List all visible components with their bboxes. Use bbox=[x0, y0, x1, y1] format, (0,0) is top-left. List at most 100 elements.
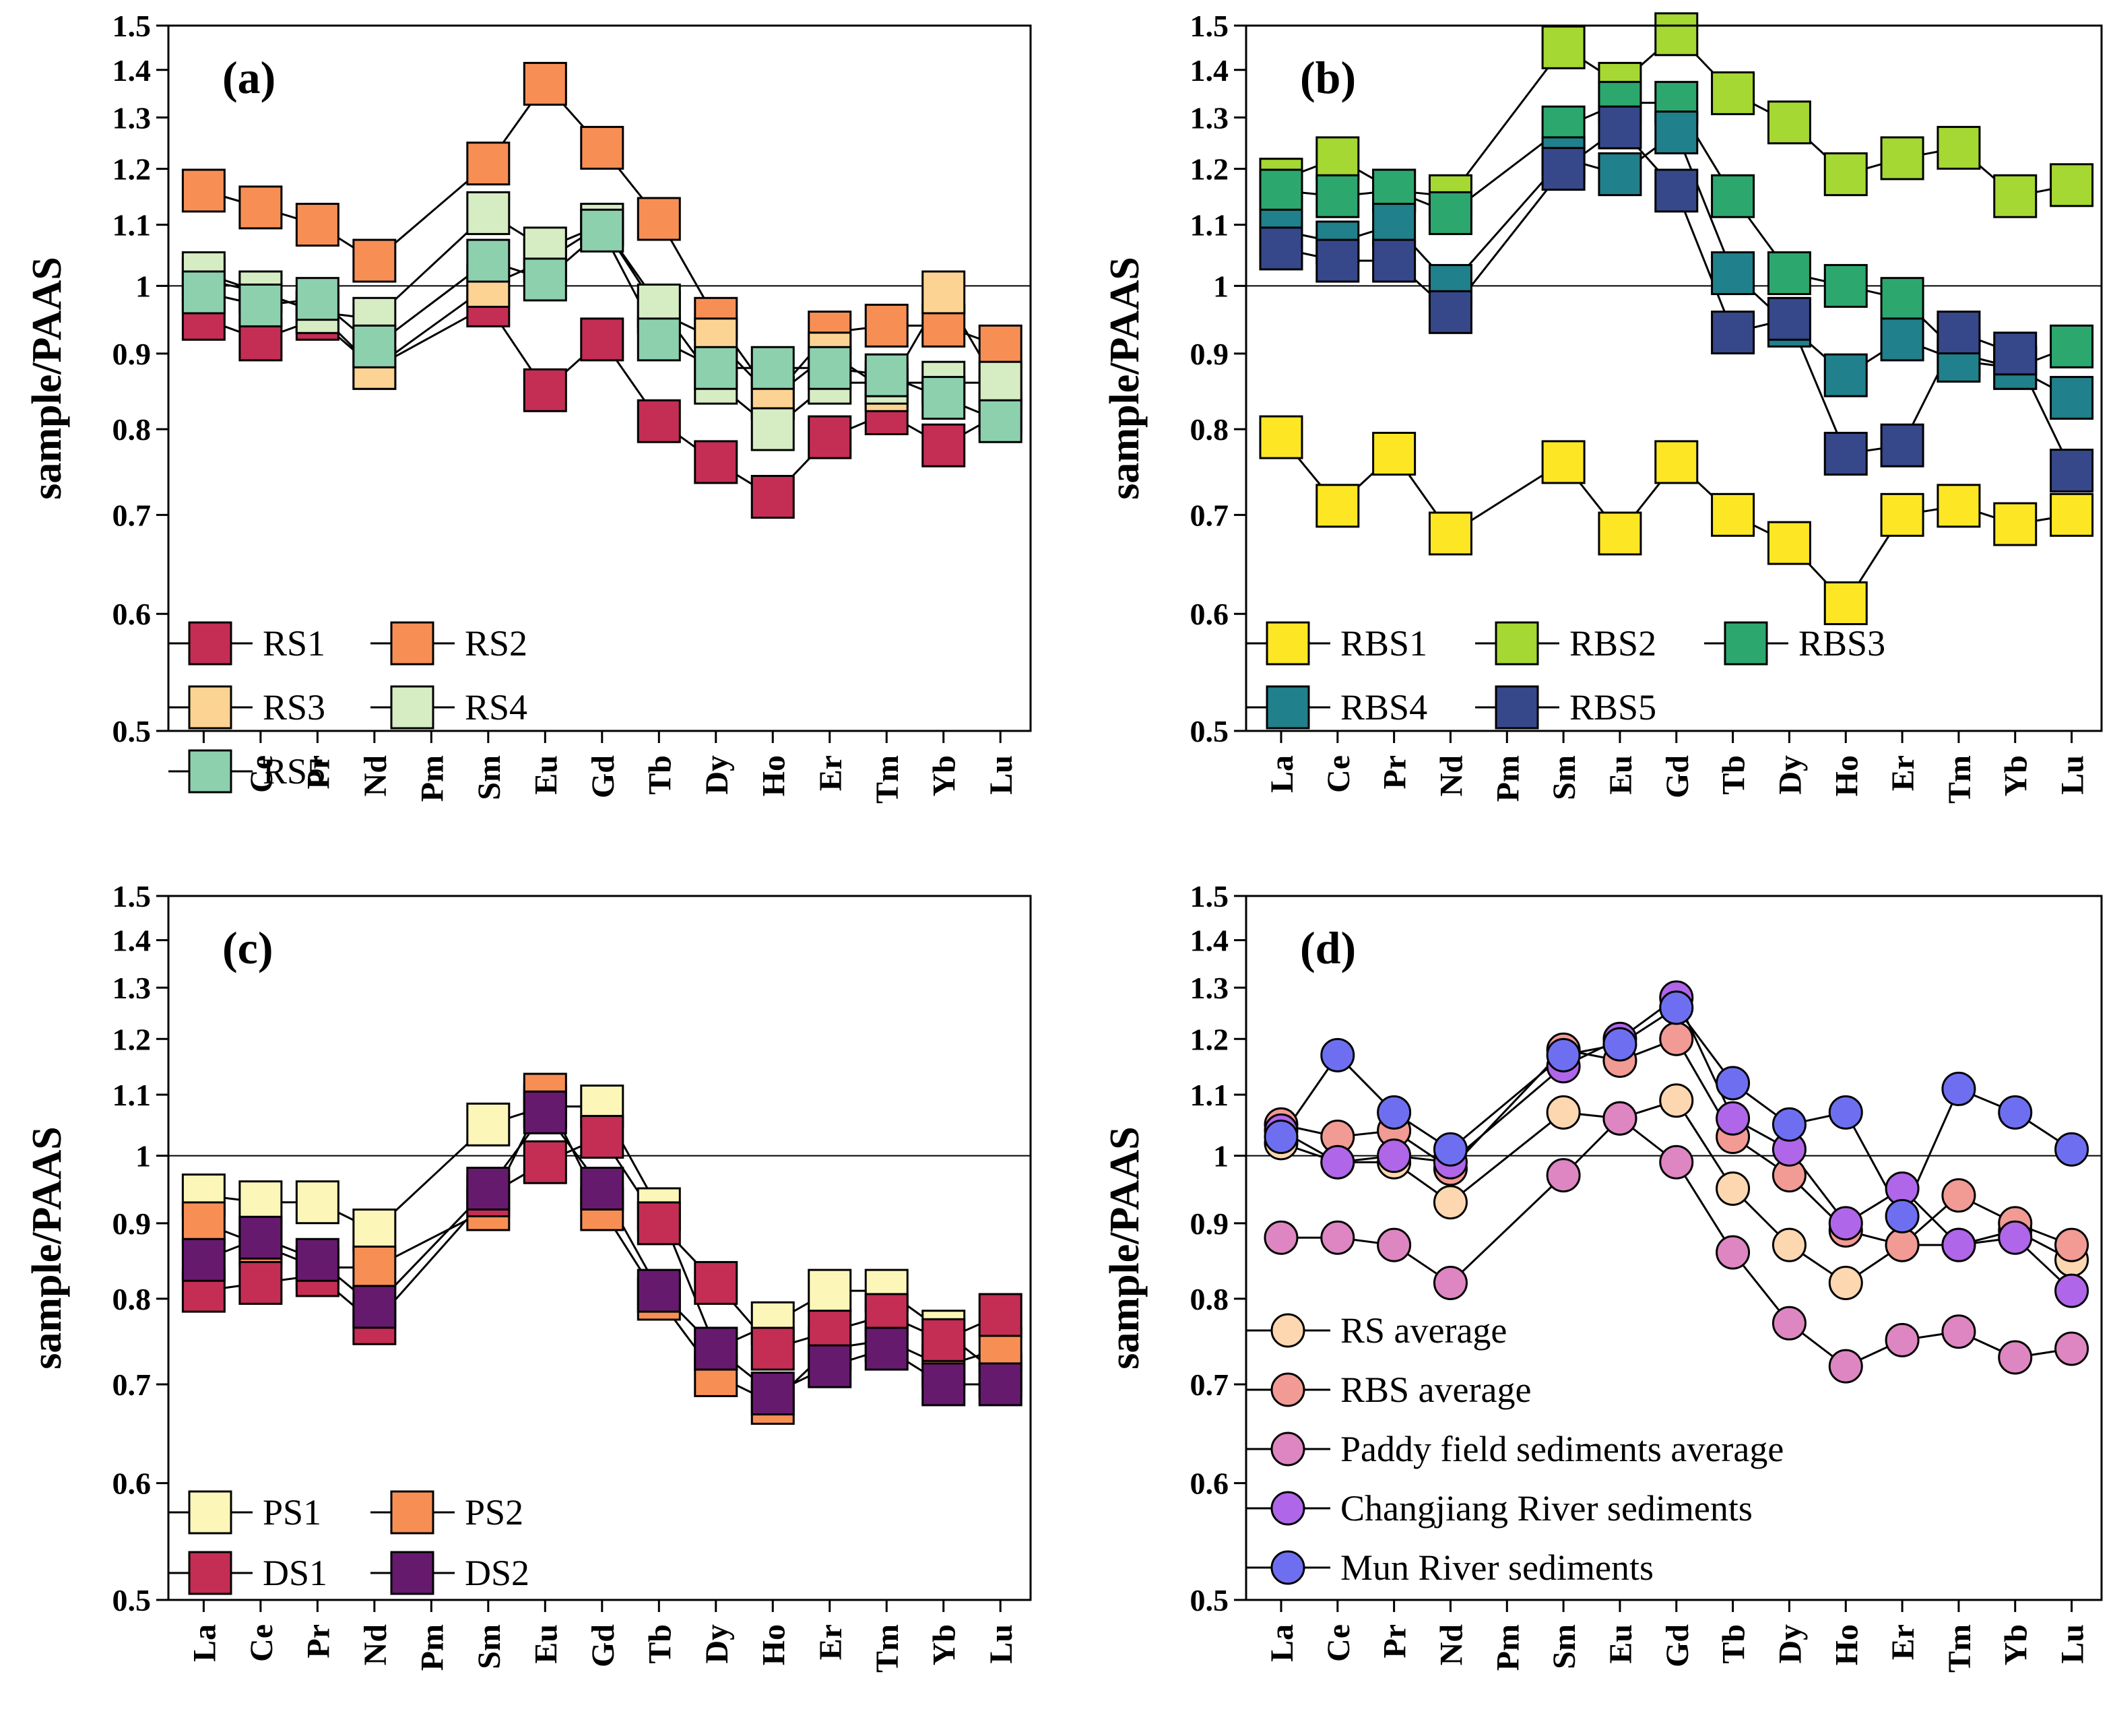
y-axis-label: sample/PAAS bbox=[1102, 1126, 1148, 1370]
data-point-rbs1 bbox=[1315, 484, 1360, 528]
y-tick-label: 0.6 bbox=[112, 597, 152, 631]
chart-panel-2: 0.5 0.6 0.7 0.8 0.9 1 1.1 1.2 1.3 1.4 1.5 La Ce Pr Nd P… bbox=[24, 879, 1032, 1673]
data-point-rbs4 bbox=[1823, 353, 1868, 397]
data-point-rs2 bbox=[181, 168, 226, 213]
data-point-mun-river-sediments bbox=[1659, 990, 1694, 1025]
category-label: Tb bbox=[642, 755, 678, 795]
y-tick-label: 1.1 bbox=[112, 208, 152, 243]
data-point-rbs1 bbox=[1428, 511, 1472, 556]
data-point-rbs-average bbox=[1885, 1227, 1920, 1262]
data-point-ds2 bbox=[352, 1285, 397, 1329]
data-point-rbs-average bbox=[2054, 1227, 2089, 1262]
y-tick-label: 1 bbox=[135, 1139, 151, 1174]
category-label: Nd bbox=[358, 1624, 393, 1666]
category-label: Yb bbox=[927, 1624, 963, 1665]
data-point-ds1 bbox=[750, 1326, 795, 1371]
data-point-paddy-field-sediments-average bbox=[1998, 1340, 2033, 1375]
legend-marker-rbs3 bbox=[1724, 621, 1768, 666]
y-tick-label: 0.6 bbox=[112, 1467, 152, 1501]
data-point-rbs4 bbox=[1654, 110, 1699, 155]
data-point-rs5 bbox=[637, 317, 681, 362]
y-tick-label: 0.8 bbox=[112, 412, 152, 447]
data-point-ds2 bbox=[921, 1362, 966, 1407]
y-tick-label: 0.8 bbox=[1190, 1282, 1229, 1316]
legend-label: RS average bbox=[1340, 1310, 1507, 1351]
y-tick-label: 1.3 bbox=[112, 100, 152, 135]
data-point-ds1 bbox=[523, 1140, 567, 1184]
data-point-rbs2 bbox=[1993, 174, 2038, 218]
data-point-rs1 bbox=[523, 368, 567, 412]
legend-label: DS2 bbox=[465, 1553, 529, 1593]
data-point-rs-average bbox=[1546, 1095, 1581, 1130]
data-point-rbs3 bbox=[1767, 251, 1811, 296]
legend-marker-rbs2 bbox=[1495, 621, 1539, 666]
legend-label: RS3 bbox=[263, 687, 325, 728]
category-label: Ho bbox=[756, 1624, 791, 1665]
data-point-rs-average bbox=[1659, 1083, 1694, 1118]
data-point-ds2 bbox=[466, 1166, 511, 1211]
data-point-ds1 bbox=[580, 1115, 624, 1159]
panel-label: (a) bbox=[222, 52, 275, 103]
category-label: Pm bbox=[414, 755, 450, 802]
data-point-ds1 bbox=[694, 1260, 738, 1305]
data-point-rbs5 bbox=[1541, 147, 1586, 191]
data-point-rbs2 bbox=[1880, 136, 1924, 181]
data-point-rs5 bbox=[580, 208, 624, 253]
data-point-rbs5 bbox=[1654, 168, 1699, 213]
y-tick-label: 0.5 bbox=[1190, 714, 1229, 748]
category-label: Ce bbox=[244, 1624, 280, 1662]
category-label: Nd bbox=[1433, 1624, 1469, 1666]
category-label: Tm bbox=[1942, 755, 1978, 804]
y-tick-label: 1.3 bbox=[112, 971, 152, 1005]
legend-marker-rbs1 bbox=[1266, 621, 1310, 666]
data-point-ds2 bbox=[295, 1237, 339, 1282]
legend-marker-rs1 bbox=[188, 621, 232, 666]
y-tick-label: 1.1 bbox=[1190, 208, 1229, 243]
category-label: Pm bbox=[1490, 1624, 1526, 1671]
data-point-rbs2 bbox=[2050, 163, 2094, 207]
data-point-rbs1 bbox=[1711, 492, 1755, 537]
y-tick-label: 1.1 bbox=[112, 1078, 152, 1112]
data-point-rbs1 bbox=[1937, 484, 1981, 528]
data-point-rs5 bbox=[295, 277, 339, 321]
data-point-rbs1 bbox=[1654, 440, 1699, 484]
data-point-rbs2 bbox=[1711, 71, 1755, 115]
data-point-paddy-field-sediments-average bbox=[1602, 1101, 1637, 1136]
data-point-rs5 bbox=[921, 376, 966, 420]
data-point-mun-river-sediments bbox=[2054, 1132, 2089, 1167]
data-point-rs1 bbox=[750, 474, 795, 519]
data-point-rs5 bbox=[523, 257, 567, 302]
category-label: Lu bbox=[983, 1624, 1019, 1664]
data-point-rs5 bbox=[352, 324, 397, 368]
data-point-rs5 bbox=[181, 270, 226, 315]
category-label: Yb bbox=[1998, 1624, 2034, 1665]
data-point-rbs-average bbox=[1941, 1178, 1976, 1213]
legend-marker-changjiang-river-sediments bbox=[1270, 1491, 1305, 1526]
y-tick-label: 1.3 bbox=[1190, 100, 1229, 135]
data-point-rbs5 bbox=[1937, 311, 1981, 355]
data-point-rbs1 bbox=[1541, 440, 1586, 484]
data-point-rs2 bbox=[238, 185, 283, 230]
data-point-rbs3 bbox=[1823, 263, 1868, 308]
chart-panel-1: 0.5 0.6 0.7 0.8 0.9 1 1.1 1.2 1.3 1.4 1.5 La Ce Pr Nd P… bbox=[1102, 9, 2103, 804]
data-point-ds2 bbox=[238, 1215, 283, 1260]
category-label: Sm bbox=[1547, 755, 1582, 800]
category-label: Gd bbox=[1660, 755, 1695, 798]
legend-marker-rbs4 bbox=[1266, 685, 1310, 730]
data-point-rbs2 bbox=[1541, 25, 1586, 69]
category-label: Ho bbox=[756, 755, 791, 796]
legend-label: RBS3 bbox=[1798, 623, 1885, 664]
y-tick-label: 0.7 bbox=[112, 1368, 152, 1402]
data-point-rbs5 bbox=[1428, 290, 1472, 334]
category-label: Eu bbox=[528, 755, 564, 795]
data-point-ds2 bbox=[750, 1372, 795, 1416]
panel-label: (b) bbox=[1300, 52, 1356, 103]
data-point-rbs1 bbox=[1259, 415, 1303, 459]
category-label: Pm bbox=[1490, 755, 1526, 802]
data-point-rbs4 bbox=[2050, 376, 2094, 420]
data-point-rs5 bbox=[694, 346, 738, 390]
category-label: Lu bbox=[2055, 1624, 2091, 1664]
data-point-ds2 bbox=[808, 1344, 852, 1388]
data-point-rbs3 bbox=[1428, 191, 1472, 235]
